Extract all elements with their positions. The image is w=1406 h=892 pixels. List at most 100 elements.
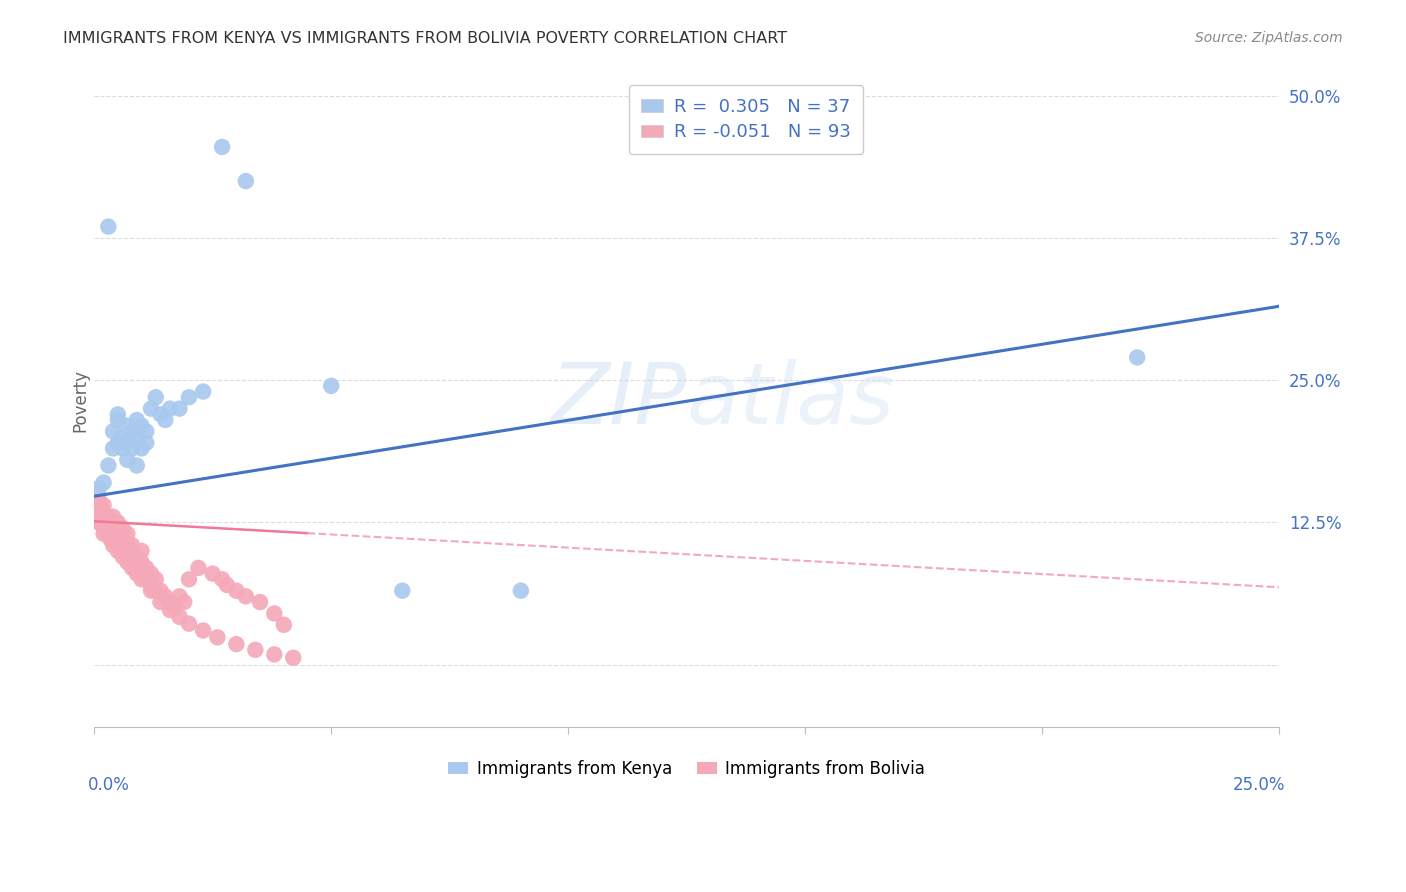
Point	[111, 549, 134, 564]
Point	[135, 425, 157, 439]
Point	[86, 499, 108, 513]
Point	[139, 583, 162, 598]
Text: Source: ZipAtlas.com: Source: ZipAtlas.com	[1195, 31, 1343, 45]
Point	[84, 492, 107, 507]
Point	[149, 583, 172, 598]
Point	[159, 595, 181, 609]
Point	[321, 379, 343, 393]
Point	[121, 442, 143, 456]
Point	[155, 590, 177, 604]
Point	[87, 516, 110, 530]
Point	[111, 521, 134, 535]
Point	[107, 516, 129, 530]
Text: 0.0%: 0.0%	[89, 776, 131, 794]
Point	[211, 140, 233, 154]
Point	[131, 572, 153, 586]
Point	[107, 413, 129, 427]
Point	[159, 603, 181, 617]
Point	[87, 492, 110, 507]
Point	[125, 549, 148, 564]
Text: 25.0%: 25.0%	[1233, 776, 1285, 794]
Y-axis label: Poverty: Poverty	[72, 368, 89, 432]
Point	[97, 516, 120, 530]
Point	[249, 595, 271, 609]
Point	[201, 566, 224, 581]
Point	[145, 583, 167, 598]
Point	[263, 607, 285, 621]
Point	[111, 430, 134, 444]
Point	[131, 442, 153, 456]
Point	[145, 390, 167, 404]
Point	[93, 521, 115, 535]
Point	[97, 219, 120, 234]
Point	[107, 544, 129, 558]
Point	[1126, 351, 1149, 365]
Point	[93, 499, 115, 513]
Point	[125, 561, 148, 575]
Point	[111, 544, 134, 558]
Point	[117, 435, 139, 450]
Point	[97, 526, 120, 541]
Point	[107, 538, 129, 552]
Point	[107, 533, 129, 547]
Point	[90, 509, 112, 524]
Point	[97, 458, 120, 473]
Point	[207, 630, 229, 644]
Point	[131, 566, 153, 581]
Point	[391, 583, 413, 598]
Point	[86, 487, 108, 501]
Point	[193, 384, 215, 399]
Point	[87, 504, 110, 518]
Point	[101, 533, 124, 547]
Point	[101, 442, 124, 456]
Point	[104, 526, 127, 541]
Point	[86, 492, 108, 507]
Point	[273, 617, 295, 632]
Point	[100, 516, 122, 530]
Point	[163, 600, 186, 615]
Point	[235, 590, 257, 604]
Point	[235, 174, 257, 188]
Point	[87, 481, 110, 495]
Text: atlas: atlas	[686, 359, 894, 442]
Point	[125, 566, 148, 581]
Point	[93, 509, 115, 524]
Point	[101, 425, 124, 439]
Point	[91, 504, 114, 518]
Point	[169, 610, 191, 624]
Point	[97, 526, 120, 541]
Point	[169, 401, 191, 416]
Point	[89, 499, 111, 513]
Point	[90, 516, 112, 530]
Point	[225, 637, 247, 651]
Point	[125, 458, 148, 473]
Point	[93, 526, 115, 541]
Point	[149, 407, 172, 421]
Point	[111, 442, 134, 456]
Point	[97, 521, 120, 535]
Point	[97, 509, 120, 524]
Point	[193, 624, 215, 638]
Point	[131, 418, 153, 433]
Point	[149, 595, 172, 609]
Point	[187, 561, 209, 575]
Point	[177, 616, 200, 631]
Point	[125, 413, 148, 427]
Point	[145, 572, 167, 586]
Text: ZIP: ZIP	[551, 359, 686, 442]
Point	[117, 538, 139, 552]
Point	[155, 413, 177, 427]
Point	[101, 524, 124, 538]
Point	[121, 538, 143, 552]
Point	[111, 538, 134, 552]
Point	[159, 401, 181, 416]
Point	[177, 390, 200, 404]
Point	[135, 435, 157, 450]
Point	[100, 533, 122, 547]
Point	[87, 499, 110, 513]
Point	[94, 521, 117, 535]
Point	[117, 549, 139, 564]
Point	[177, 572, 200, 586]
Point	[107, 407, 129, 421]
Point	[121, 555, 143, 569]
